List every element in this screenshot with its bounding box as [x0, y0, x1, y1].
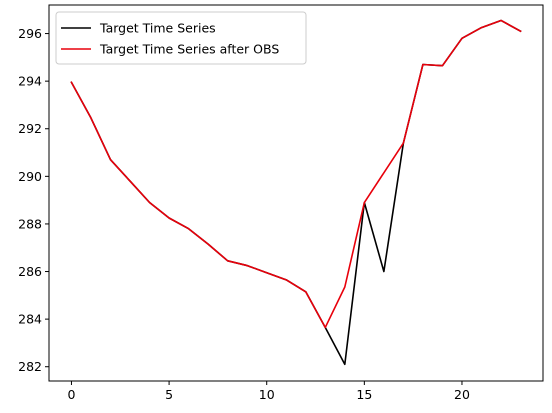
legend-label-target: Target Time Series [99, 21, 216, 36]
y-tick-label: 290 [18, 169, 42, 184]
legend-label-after-obs: Target Time Series after OBS [99, 42, 279, 57]
plot-area [49, 5, 543, 381]
x-tick-label: 15 [356, 387, 372, 402]
y-tick-label: 292 [18, 121, 42, 136]
series-line-1 [70, 19, 522, 329]
y-tick-label: 288 [18, 216, 42, 231]
y-tick-label: 294 [18, 74, 42, 89]
y-tick-label: 282 [18, 359, 42, 374]
x-tick-label: 10 [259, 387, 275, 402]
plot-frame [48, 4, 544, 382]
y-tick-label: 284 [18, 312, 42, 327]
y-tick-label: 296 [18, 26, 42, 41]
legend-box [55, 11, 307, 65]
x-axis: 0 5 10 15 20 [67, 381, 470, 402]
x-tick-label: 5 [165, 387, 173, 402]
x-tick-label: 0 [67, 387, 75, 402]
x-tick-label: 20 [454, 387, 470, 402]
y-tick-label: 286 [18, 264, 42, 279]
y-axis: 282 284 286 288 290 292 294 296 [18, 26, 49, 374]
series-layer [70, 19, 522, 366]
legend: Target Time Series Target Time Series af… [55, 11, 307, 65]
